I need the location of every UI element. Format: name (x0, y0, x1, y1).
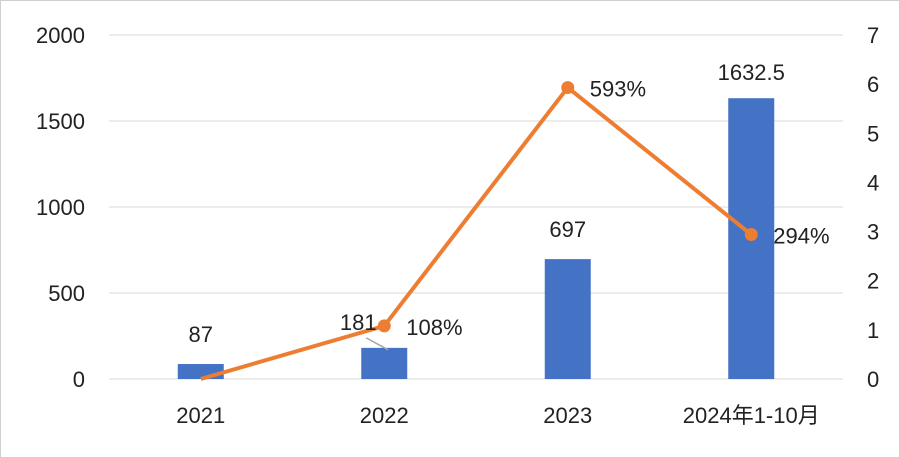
bar-data-label: 87 (189, 322, 213, 347)
right-axis-tick-label: 2 (867, 269, 879, 294)
right-axis-tick-label: 6 (867, 72, 879, 97)
right-axis-tick-label: 7 (867, 23, 879, 48)
x-axis-ticks: 2021 2022 2023 2024年1-10月 (176, 403, 819, 428)
line-point (744, 228, 758, 242)
line-data-label: 294% (773, 224, 829, 249)
label-leader-line (365, 337, 389, 351)
right-axis-tick-label: 1 (867, 318, 879, 343)
left-axis-tick-label: 2000 (36, 23, 85, 48)
bar-data-label: 1632.5 (718, 60, 785, 85)
right-axis-tick-label: 4 (867, 170, 879, 195)
right-axis-tick-label: 0 (867, 367, 879, 392)
data-labels: 87 181 697 1632.5 108% 593% 294% (189, 60, 830, 351)
right-axis-tick-label: 5 (867, 121, 879, 146)
left-axis-tick-label: 500 (48, 281, 85, 306)
gridlines (109, 34, 843, 380)
bar (177, 364, 224, 379)
x-axis-tick-label: 2021 (176, 403, 225, 428)
line-data-label: 108% (406, 315, 462, 340)
left-axis-tick-label: 1500 (36, 109, 85, 134)
right-axis-tick-label: 3 (867, 220, 879, 245)
line-point (561, 81, 575, 95)
bar-data-label: 697 (549, 217, 586, 242)
bar (544, 259, 591, 379)
left-axis-ticks: 0 500 1000 1500 2000 (36, 23, 85, 392)
right-axis-ticks: 0 1 2 3 4 5 6 7 (867, 23, 879, 392)
left-axis-tick-label: 0 (73, 367, 85, 392)
x-axis-tick-label: 2023 (543, 403, 592, 428)
line-series (200, 81, 758, 381)
left-axis-tick-label: 1000 (36, 195, 85, 220)
bar-series (177, 98, 775, 380)
x-axis-tick-label: 2024年1-10月 (683, 403, 820, 428)
line-point (377, 319, 391, 333)
bar (361, 347, 408, 379)
bar-data-label: 181 (340, 310, 377, 335)
x-axis-tick-label: 2022 (360, 403, 409, 428)
line-data-label: 593% (590, 77, 646, 102)
line-path (200, 85, 753, 381)
